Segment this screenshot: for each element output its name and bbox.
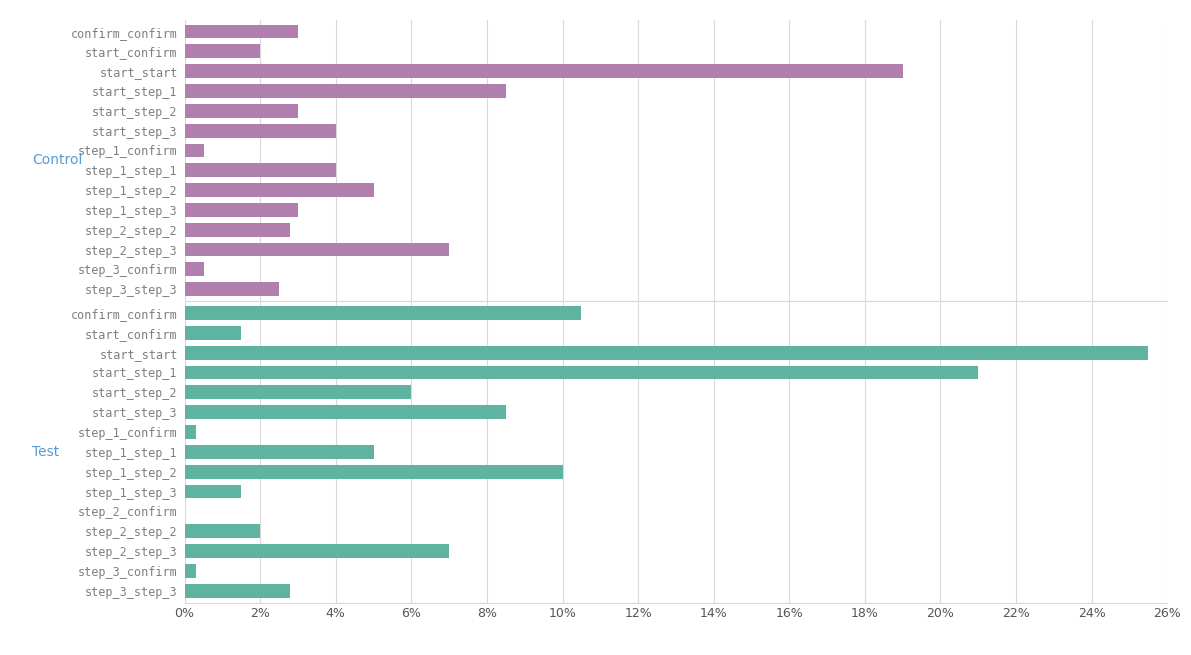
Bar xyxy=(185,584,291,597)
Bar xyxy=(185,465,562,479)
Bar xyxy=(185,84,506,98)
Bar xyxy=(185,45,260,58)
Bar xyxy=(185,143,204,157)
Bar xyxy=(185,445,374,458)
Bar xyxy=(185,524,260,538)
Bar xyxy=(185,425,197,439)
Bar xyxy=(185,242,449,257)
Bar xyxy=(185,64,903,78)
Bar xyxy=(185,485,242,498)
Bar xyxy=(185,326,242,340)
Bar xyxy=(185,203,298,217)
Bar xyxy=(185,405,506,419)
Bar xyxy=(185,282,279,296)
Bar xyxy=(185,183,374,197)
Bar xyxy=(185,346,1148,360)
Bar xyxy=(185,223,291,236)
Bar xyxy=(185,385,411,400)
Bar xyxy=(185,365,978,379)
Text: Test: Test xyxy=(32,445,60,459)
Bar xyxy=(185,163,336,178)
Bar xyxy=(185,104,298,118)
Bar xyxy=(185,25,298,39)
Bar xyxy=(185,124,336,138)
Bar xyxy=(185,306,581,320)
Text: Control: Control xyxy=(32,153,82,168)
Bar xyxy=(185,263,204,276)
Bar xyxy=(185,544,449,558)
Bar xyxy=(185,564,197,578)
